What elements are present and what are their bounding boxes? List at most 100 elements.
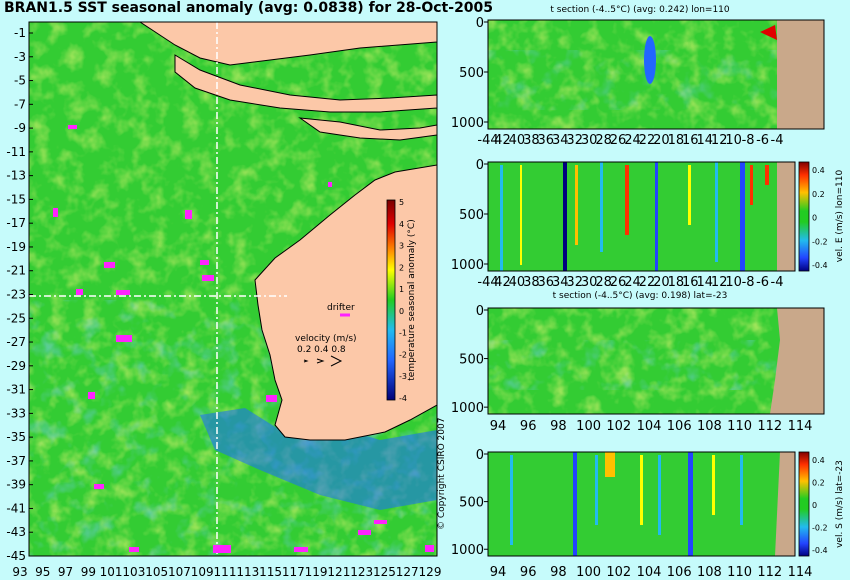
sst-colorbar-label: temperature seasonal anomaly (°C): [407, 219, 417, 380]
panel-x-tick-label: 12: [711, 133, 728, 148]
panel3-cool-texture: [488, 340, 786, 390]
panel1-title: t section (-4..5°C) (avg: 0.242) lon=110: [550, 5, 730, 15]
sst-colorbar-tick-label: 1: [399, 285, 404, 294]
panel-x-tick-label: 110: [727, 565, 752, 580]
java-landmass: [174, 54, 437, 113]
panel-x-tick-label: 94: [490, 419, 507, 434]
latitude-tick-label: -19: [6, 240, 26, 254]
panel-x-tick-label: 38: [523, 275, 540, 290]
panel-x-tick-label: 40: [509, 275, 526, 290]
latitude-tick-label: -9: [14, 121, 26, 135]
longitude-tick-label: 111: [214, 565, 237, 579]
latitude-tick-label: -37: [6, 454, 26, 468]
panel4-field: [488, 452, 786, 556]
latitude-tick-label: -17: [6, 216, 26, 230]
cold-eddy-region: [200, 408, 437, 510]
panel-x-tick-label: 102: [606, 419, 631, 434]
page-title: BRAN1.5 SST seasonal anomaly (avg: 0.083…: [4, 0, 494, 16]
panel-x-tick-label: 114: [788, 419, 813, 434]
latitude-tick-label: -39: [6, 478, 26, 492]
sumatra-landmass: [100, 22, 437, 66]
drifter-marker: [202, 275, 214, 281]
drifter-marker: [94, 484, 104, 489]
sst-map: [29, 22, 437, 556]
drifter-marker: [68, 125, 77, 129]
latitude-tick-label: -25: [6, 311, 26, 325]
panel-x-tick-label: 98: [550, 565, 567, 580]
panel-x-tick-label: 42: [494, 133, 511, 148]
longitude-tick-label: 95: [35, 565, 50, 579]
longitude-tick-label: 109: [191, 565, 214, 579]
panel-x-tick-label: 32: [566, 133, 583, 148]
panel-x-tick-label: 108: [697, 565, 722, 580]
panel-x-tick-label: 26: [610, 133, 627, 148]
sst-colorbar-tick-label: 2: [399, 263, 404, 272]
longitude-tick-label: 121: [327, 565, 350, 579]
latitude-tick-label: -43: [6, 525, 26, 539]
panel-x-tick-label: 32: [566, 275, 583, 290]
panel-depth-tick-label: 0: [476, 158, 484, 173]
panel-x-tick-label: 16: [682, 133, 699, 148]
panel-x-tick-label: 104: [637, 419, 662, 434]
panel-x-tick-label: 102: [606, 565, 631, 580]
panel2-land: [777, 162, 795, 271]
drifter-marker: [88, 392, 95, 399]
panel-colorbar-tick-label: 0.2: [812, 190, 825, 199]
panel4-stripes: [510, 452, 743, 556]
latitude-tick-label: -13: [6, 169, 26, 183]
drifter-marker: [374, 520, 387, 524]
panel-x-tick-label: 106: [667, 565, 692, 580]
drifter-legend-label: drifter: [327, 303, 355, 313]
panel-x-tick-label: -6: [756, 275, 769, 290]
panel-x-tick-label: 20: [653, 133, 670, 148]
panel-colorbar-tick-label: -0.4: [812, 261, 828, 270]
panel-depth-tick-label: 500: [459, 66, 484, 81]
latitude-tick-label: -27: [6, 335, 26, 349]
longitude-tick-label: 113: [236, 565, 259, 579]
panel-x-tick-label: -44: [477, 275, 498, 290]
panel-x-tick-label: 18: [668, 133, 685, 148]
longitude-tick-label: 129: [419, 565, 442, 579]
latitude-tick-label: -3: [14, 50, 26, 64]
panel4-colorbar: [798, 451, 810, 557]
panel-x-tick-label: -4: [771, 275, 784, 290]
latitude-tick-label: -5: [14, 74, 26, 88]
panel1-land: [777, 20, 824, 129]
panel-x-tick-label: 20: [653, 275, 670, 290]
panel-colorbar-tick-label: -0.2: [812, 237, 828, 246]
panel-x-tick-label: 112: [757, 565, 782, 580]
sst-colorbar: [386, 199, 396, 401]
panel4-frame: [487, 451, 796, 557]
drifter-marker: [116, 335, 132, 342]
panel-t-section-lon: t section (-4..5°C) (avg: 0.242) lon=110: [487, 5, 825, 130]
panel3-title: t section (-4..5°C) (avg: 0.198) lat=-23: [553, 291, 728, 301]
sst-colorbar-tick-label: 5: [399, 198, 404, 207]
longitude-tick-label: 93: [12, 565, 27, 579]
latitude-tick-label: -31: [6, 383, 26, 397]
panel-x-tick-label: 10: [725, 275, 742, 290]
longitude-tick-label: 119: [305, 565, 328, 579]
panel-colorbar-tick-label: 0.4: [812, 166, 825, 175]
panel-x-tick-label: 40: [509, 133, 526, 148]
longitude-tick-label: 103: [122, 565, 145, 579]
panel1-frame: [487, 19, 825, 130]
velocity-arrows-icon: [303, 355, 343, 367]
longitude-tick-label: 105: [145, 565, 168, 579]
panel-x-tick-label: 14: [696, 133, 713, 148]
velocity-legend-values: 0.2 0.4 0.8: [297, 345, 346, 355]
panel-x-tick-label: 30: [581, 133, 598, 148]
panel-x-tick-label: 24: [624, 133, 641, 148]
drifter-marker: [294, 547, 308, 552]
panel-colorbar-tick-label: 0.4: [812, 456, 825, 465]
panel-colorbar-tick-label: -0.4: [812, 546, 828, 555]
panel-colorbar-tick-label: 0.2: [812, 479, 825, 488]
panel-x-tick-label: 100: [576, 419, 601, 434]
latitude-axis: -1 -3 -5 -7 -9 -11 -13 -15 -17 -19 -21 -23 -25 -27 -29…: [6, 26, 33, 563]
panel-x-tick-label: 42: [494, 275, 511, 290]
panel-x-tick-label: -44: [477, 133, 498, 148]
latitude-tick-label: -1: [14, 26, 26, 40]
panel1-warm-core: [760, 25, 777, 40]
panel-axes: 05001000-4442403836343230282624222018161…: [451, 16, 828, 580]
panel3-land: [770, 308, 824, 414]
panel-depth-tick-label: 0: [476, 304, 484, 319]
